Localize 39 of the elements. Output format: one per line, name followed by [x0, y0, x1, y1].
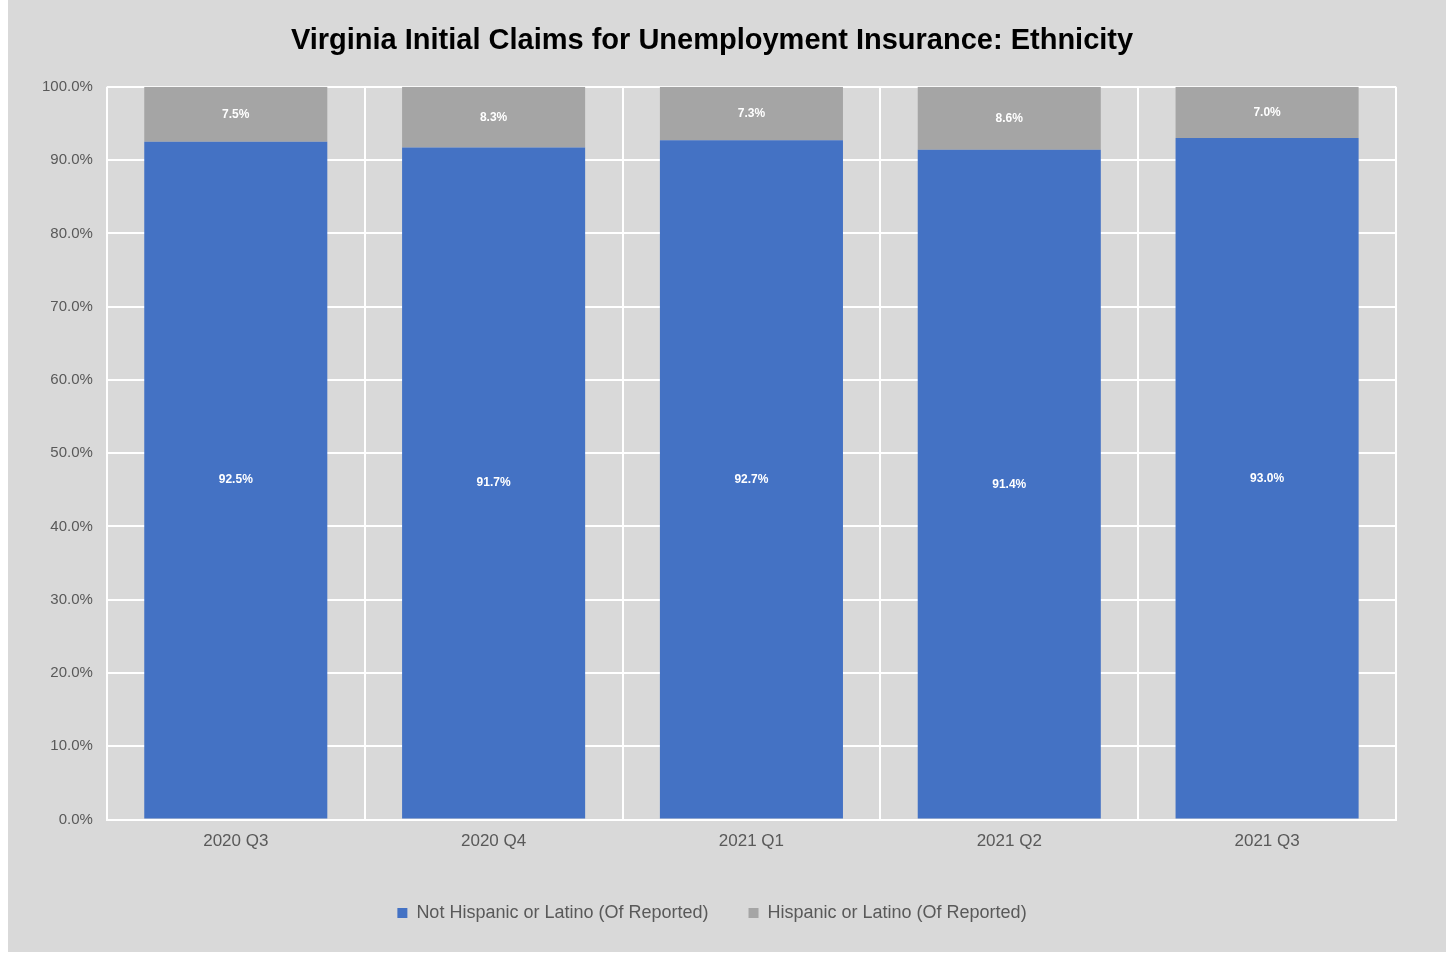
data-label: 91.7%	[476, 475, 511, 490]
bar	[917, 86, 1101, 150]
x-tick-label: 2021 Q1	[718, 831, 785, 851]
bar	[659, 140, 843, 819]
bar	[402, 147, 586, 819]
bar	[1175, 138, 1359, 819]
bar	[144, 141, 328, 819]
x-tick-label: 2021 Q2	[976, 831, 1042, 851]
y-tick-label: 50.0%	[50, 443, 93, 461]
bar	[659, 86, 843, 141]
data-label: 92.5%	[218, 472, 254, 487]
y-tick-label: 100.0%	[42, 76, 93, 94]
y-tick-label: 30.0%	[50, 589, 93, 607]
x-tick-label: 2020 Q4	[460, 831, 527, 851]
y-tick-label: 0.0%	[58, 809, 93, 827]
y-tick-label: 60.0%	[50, 370, 93, 388]
bar	[144, 86, 328, 142]
data-label: 93.0%	[1250, 470, 1285, 485]
y-tick-label: 90.0%	[50, 150, 93, 168]
bar	[402, 86, 586, 148]
y-tick-label: 10.0%	[50, 736, 93, 754]
legend-label: Hispanic or Latino (Of Reported)	[767, 901, 1027, 922]
data-label: 7.3%	[737, 105, 766, 120]
data-label: 8.6%	[995, 110, 1024, 125]
y-tick-label: 70.0%	[50, 296, 93, 314]
bar	[917, 149, 1101, 819]
data-label: 92.7%	[734, 471, 769, 486]
bar	[1175, 86, 1359, 139]
y-tick-label: 20.0%	[50, 663, 93, 681]
x-tick-label: 2021 Q3	[1234, 831, 1300, 851]
y-tick-label: 40.0%	[50, 516, 93, 534]
legend-label: Not Hispanic or Latino (Of Reported)	[416, 901, 709, 922]
x-tick-label: 2020 Q3	[203, 831, 269, 851]
data-label: 7.0%	[1253, 104, 1282, 119]
y-tick-label: 80.0%	[50, 223, 93, 241]
data-label: 91.4%	[992, 476, 1027, 491]
data-label: 7.5%	[222, 106, 250, 121]
chart-title: Virginia Initial Claims for Unemployment Insurance: Ethnicity	[290, 23, 1134, 56]
data-label: 8.3%	[479, 109, 508, 124]
